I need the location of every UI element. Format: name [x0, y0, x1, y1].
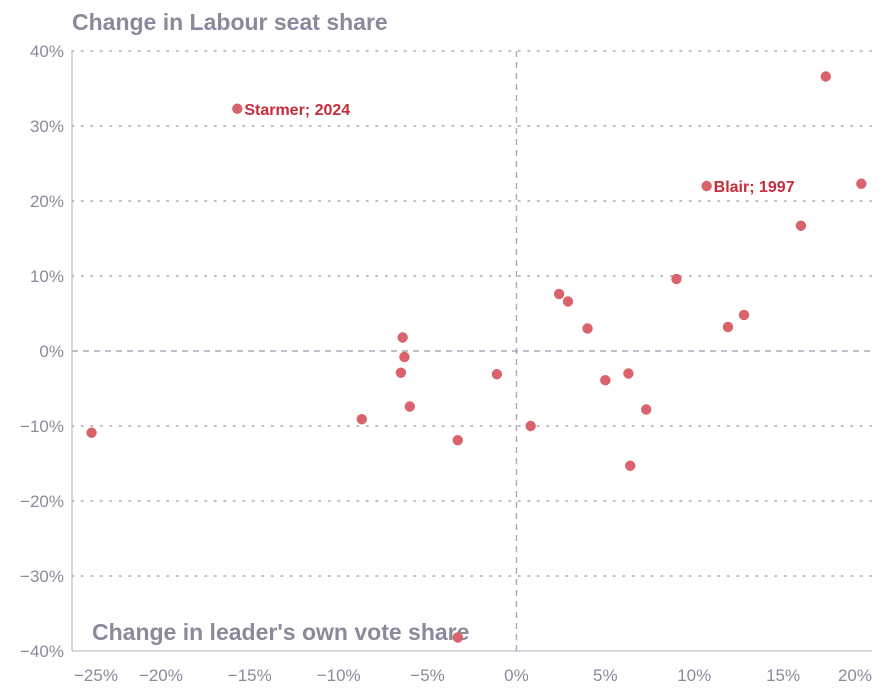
data-point [404, 401, 415, 412]
x-tick-label: −20% [139, 666, 183, 685]
data-point [722, 321, 734, 333]
grid-layer [71, 50, 873, 652]
data-point [582, 323, 593, 334]
y-tick-label: −40% [20, 642, 64, 661]
data-point [671, 273, 682, 285]
data-point [356, 414, 367, 425]
data-point-label: Blair; 1997 [714, 179, 795, 196]
data-point [232, 103, 243, 114]
data-point [701, 180, 712, 192]
data-point [738, 309, 750, 321]
x-tick-label: 5% [593, 666, 618, 685]
data-point [399, 351, 410, 363]
y-axis-title: Change in Labour seat share [72, 9, 388, 35]
x-tick-label: −25% [74, 666, 118, 685]
data-point [625, 460, 636, 471]
y-tick-label: −20% [20, 492, 64, 511]
data-point [452, 435, 463, 446]
data-point [795, 220, 807, 231]
x-axis-title: Change in leader's own vote share [92, 619, 469, 645]
y-tick-label: 20% [30, 192, 64, 211]
data-point [562, 296, 574, 307]
data-point [452, 632, 463, 643]
x-tick-label: −10% [317, 666, 361, 685]
point-layer: Starmer; 2024 Blair; 1997 [86, 71, 867, 643]
data-point [623, 368, 634, 379]
tick-layer: −40% −30% −20% −10% 0% 10% 20% 30% 40% −25% −20% −1… [20, 42, 872, 685]
data-point [491, 369, 503, 380]
data-point [397, 332, 408, 343]
y-tick-label: 0% [39, 342, 64, 361]
data-point [600, 375, 611, 386]
data-point [856, 178, 867, 189]
y-tick-label: −30% [20, 567, 64, 586]
data-point [641, 404, 652, 415]
data-point [525, 420, 536, 432]
x-tick-label: 10% [677, 666, 711, 685]
data-point [395, 367, 407, 378]
x-tick-label: 15% [766, 666, 800, 685]
y-tick-label: −10% [20, 417, 64, 436]
x-tick-label: 20% [838, 666, 872, 685]
x-tick-label: −5% [410, 666, 445, 685]
data-point [820, 71, 831, 82]
data-point-label: Starmer; 2024 [244, 102, 350, 119]
data-point [553, 288, 565, 300]
y-tick-label: 30% [30, 117, 64, 136]
x-tick-label: −15% [228, 666, 272, 685]
x-tick-label: 0% [504, 666, 529, 685]
y-tick-label: 40% [30, 42, 64, 61]
y-tick-label: 10% [30, 267, 64, 286]
data-point [86, 427, 97, 438]
